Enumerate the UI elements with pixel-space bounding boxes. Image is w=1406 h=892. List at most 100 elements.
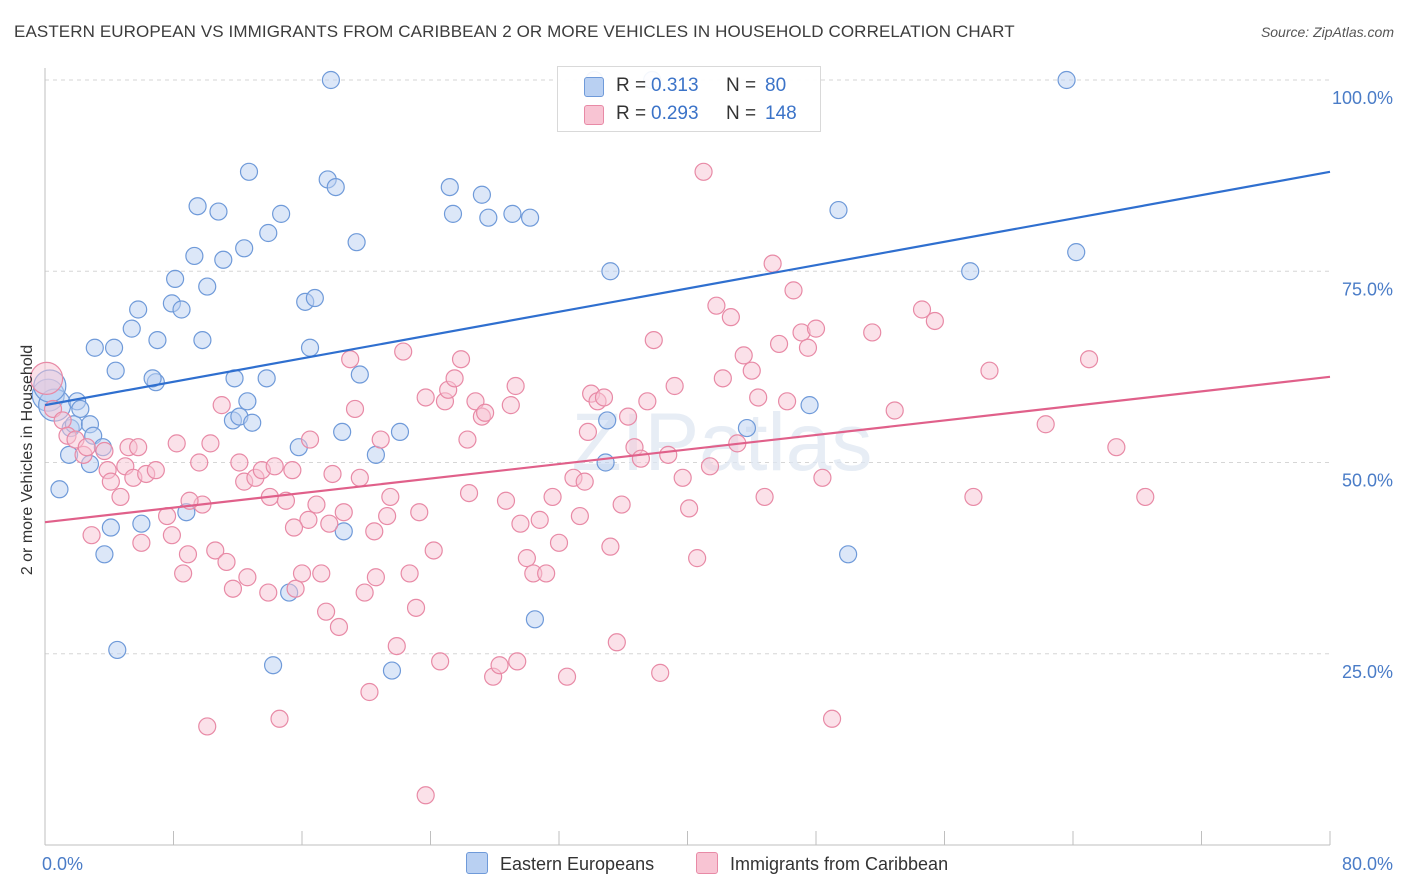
point-caribbean [316, 602, 336, 621]
point-caribbean [111, 487, 130, 507]
point-caribbean [578, 422, 598, 441]
point-caribbean [424, 541, 443, 560]
point-caribbean [286, 579, 305, 598]
point-caribbean [265, 457, 284, 476]
point-eastern-europeans [443, 204, 463, 223]
point-caribbean [410, 503, 429, 522]
point-eastern-europeans [101, 518, 120, 537]
point-eastern-europeans [188, 197, 207, 216]
point-caribbean [549, 533, 569, 552]
point-caribbean [557, 667, 577, 686]
point-caribbean [863, 323, 882, 342]
point-caribbean [101, 472, 120, 491]
point-caribbean [763, 254, 782, 273]
point-caribbean [638, 392, 657, 411]
point-caribbean [501, 396, 520, 415]
point-eastern-europeans [148, 331, 167, 350]
point-caribbean [406, 598, 426, 617]
point-eastern-europeans [961, 262, 980, 281]
y-tick-label: 25.0% [1342, 662, 1393, 682]
point-eastern-europeans [263, 656, 283, 675]
point-eastern-europeans [272, 204, 291, 223]
point-eastern-europeans [598, 411, 617, 430]
point-caribbean [299, 510, 318, 529]
point-eastern-europeans [193, 331, 212, 350]
point-caribbean [612, 495, 631, 514]
point-eastern-europeans [503, 204, 522, 223]
n-value: 80 [765, 75, 787, 96]
point-caribbean [769, 334, 789, 354]
point-caribbean [713, 369, 732, 388]
point-caribbean [30, 361, 64, 395]
point-caribbean [798, 338, 818, 357]
point-caribbean [190, 453, 209, 472]
point-eastern-europeans [390, 422, 410, 441]
point-eastern-europeans [366, 445, 385, 464]
stats-swatch-pink [584, 105, 604, 125]
point-caribbean [283, 461, 302, 480]
point-caribbean [381, 487, 400, 507]
point-caribbean [416, 786, 435, 805]
point-eastern-europeans [239, 162, 259, 181]
point-eastern-europeans [321, 70, 341, 90]
point-caribbean [129, 438, 148, 457]
point-caribbean [445, 369, 464, 388]
n-label: N = [726, 103, 757, 124]
point-caribbean [925, 311, 944, 331]
point-caribbean [1107, 438, 1126, 457]
r-label: R = [616, 103, 647, 124]
point-eastern-europeans [235, 239, 254, 258]
y-axis-label: 2 or more Vehicles in Household [19, 344, 36, 576]
point-caribbean [508, 652, 527, 671]
y-tick-label: 100.0% [1332, 88, 1393, 108]
point-caribbean [292, 564, 312, 583]
point-caribbean [355, 583, 374, 602]
point-caribbean [416, 388, 435, 407]
point-caribbean [300, 430, 320, 449]
point-eastern-europeans [172, 300, 191, 319]
point-caribbean [198, 717, 217, 736]
point-caribbean [341, 350, 360, 369]
point-eastern-europeans [800, 396, 819, 415]
point-caribbean [980, 361, 999, 380]
grid-layer [45, 79, 1330, 655]
point-caribbean [506, 376, 525, 396]
point-eastern-europeans [95, 545, 114, 564]
point-caribbean [458, 430, 477, 449]
point-caribbean [1136, 487, 1155, 507]
point-caribbean [387, 636, 406, 656]
point-caribbean [659, 445, 678, 464]
point-eastern-europeans [440, 178, 459, 197]
point-eastern-europeans [839, 545, 858, 564]
point-eastern-europeans [525, 610, 545, 629]
x-tick-label: 80.0% [1342, 854, 1393, 874]
point-caribbean [700, 457, 720, 476]
point-eastern-europeans [243, 413, 262, 432]
point-caribbean [651, 663, 670, 682]
stats-swatch-blue [584, 77, 604, 97]
y-tick-label: 50.0% [1342, 471, 1393, 491]
legend-item-eastern-europeans[interactable]: Eastern Europeans [466, 852, 654, 876]
point-caribbean [230, 453, 249, 472]
point-caribbean [334, 503, 353, 522]
legend-item-caribbean[interactable]: Immigrants from Caribbean [696, 852, 948, 876]
point-eastern-europeans [185, 246, 204, 266]
point-caribbean [631, 449, 651, 468]
point-eastern-europeans [85, 338, 104, 357]
point-caribbean [284, 518, 304, 537]
point-eastern-europeans [334, 522, 353, 541]
point-eastern-europeans [479, 208, 498, 227]
r-value: 0.313 [651, 75, 699, 96]
point-caribbean [95, 441, 114, 461]
point-caribbean [742, 361, 761, 380]
point-caribbean [307, 495, 326, 514]
point-caribbean [680, 499, 699, 518]
point-eastern-europeans [108, 640, 127, 660]
point-caribbean [707, 296, 726, 315]
point-eastern-europeans [472, 185, 491, 204]
point-eastern-europeans [326, 178, 345, 197]
trend-line-caribbean [44, 375, 1331, 524]
point-caribbean [323, 464, 342, 484]
r-label: R = [616, 75, 647, 96]
point-caribbean [217, 552, 236, 572]
